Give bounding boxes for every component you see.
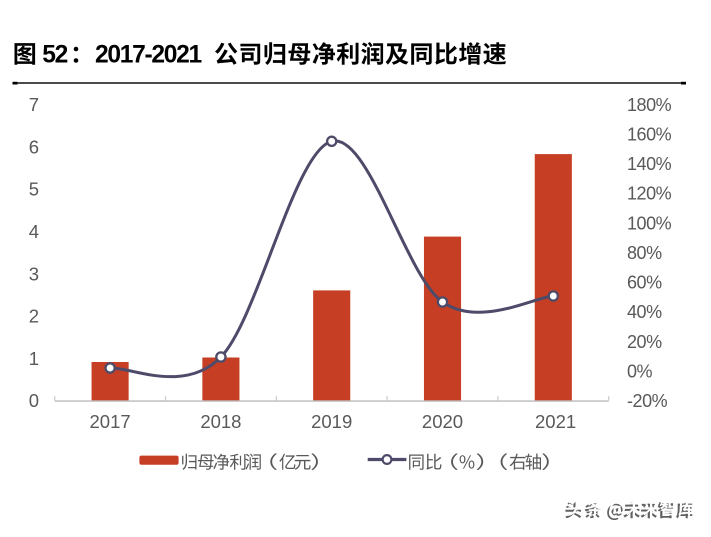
svg-text:2017: 2017	[90, 411, 131, 432]
svg-text:2021: 2021	[535, 411, 576, 432]
svg-text:6: 6	[29, 136, 39, 157]
svg-text:3: 3	[29, 263, 39, 284]
svg-text:0%: 0%	[627, 361, 653, 381]
svg-text:180%: 180%	[627, 95, 672, 115]
svg-text:2019: 2019	[311, 411, 352, 432]
svg-text:80%: 80%	[627, 243, 662, 263]
svg-text:2018: 2018	[200, 411, 241, 432]
svg-text:160%: 160%	[627, 125, 672, 145]
svg-text:0: 0	[29, 390, 39, 411]
svg-text:-20%: -20%	[627, 391, 668, 411]
svg-text:4: 4	[29, 221, 39, 242]
svg-text:100%: 100%	[627, 213, 672, 233]
svg-text:2020: 2020	[422, 411, 463, 432]
svg-text:7: 7	[29, 94, 39, 115]
svg-text:1: 1	[29, 348, 39, 369]
svg-text:52: 52	[42, 42, 67, 69]
svg-text:40%: 40%	[627, 302, 662, 322]
svg-text:20%: 20%	[627, 332, 662, 352]
svg-text:60%: 60%	[627, 273, 662, 293]
svg-text:140%: 140%	[627, 154, 672, 174]
svg-text:2: 2	[29, 306, 39, 327]
svg-text:2017-2021: 2017-2021	[95, 42, 202, 69]
svg-text:120%: 120%	[627, 184, 672, 204]
svg-text:5: 5	[29, 179, 39, 200]
